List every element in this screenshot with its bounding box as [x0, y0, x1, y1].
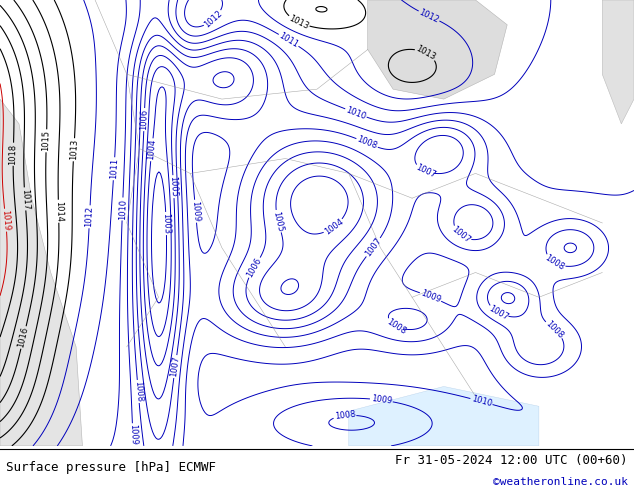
Text: 1008: 1008 — [385, 317, 408, 336]
Text: 1017: 1017 — [20, 188, 30, 210]
Text: 1010: 1010 — [470, 394, 493, 409]
Text: 1006: 1006 — [139, 109, 149, 130]
Text: 1011: 1011 — [278, 31, 300, 49]
Text: 1010: 1010 — [118, 198, 127, 220]
Text: ©weatheronline.co.uk: ©weatheronline.co.uk — [493, 477, 628, 487]
Text: Fr 31-05-2024 12:00 UTC (00+60): Fr 31-05-2024 12:00 UTC (00+60) — [395, 454, 628, 466]
Text: 1018: 1018 — [9, 144, 18, 165]
Text: 1006: 1006 — [245, 256, 263, 279]
Text: 1009: 1009 — [419, 289, 442, 305]
Text: 1008: 1008 — [356, 135, 378, 151]
Text: 1014: 1014 — [54, 200, 63, 222]
Text: 1003: 1003 — [161, 213, 171, 234]
Text: 1008: 1008 — [133, 381, 143, 402]
Text: 1007: 1007 — [169, 356, 181, 378]
Text: 1012: 1012 — [203, 9, 224, 29]
Text: 1013: 1013 — [287, 13, 310, 31]
Text: 1004: 1004 — [323, 217, 345, 237]
Text: 1007: 1007 — [450, 225, 472, 245]
Polygon shape — [0, 99, 82, 446]
Text: 1008: 1008 — [334, 410, 356, 421]
Text: 1007: 1007 — [415, 163, 437, 180]
Text: 1010: 1010 — [344, 105, 367, 121]
Polygon shape — [349, 387, 539, 446]
Text: 1012: 1012 — [84, 206, 94, 227]
Text: 1009: 1009 — [370, 394, 392, 406]
Text: 1005: 1005 — [169, 176, 179, 197]
Text: 1005: 1005 — [271, 210, 285, 233]
Text: 1015: 1015 — [42, 130, 51, 151]
Text: 1012: 1012 — [418, 7, 441, 24]
Polygon shape — [602, 0, 634, 124]
Polygon shape — [368, 0, 507, 99]
Text: 1013: 1013 — [69, 139, 79, 161]
Text: Surface pressure [hPa] ECMWF: Surface pressure [hPa] ECMWF — [6, 461, 216, 473]
Text: 1009: 1009 — [190, 200, 201, 222]
Text: 1007: 1007 — [363, 236, 384, 259]
Text: 1008: 1008 — [543, 253, 566, 272]
Text: 1009: 1009 — [128, 424, 138, 445]
Text: 1016: 1016 — [16, 326, 30, 349]
Text: 1004: 1004 — [146, 139, 157, 161]
Text: 1008: 1008 — [544, 319, 565, 340]
Text: 1019: 1019 — [0, 209, 11, 231]
Text: 1007: 1007 — [488, 304, 510, 322]
Text: 1013: 1013 — [415, 44, 437, 62]
Text: 1011: 1011 — [109, 158, 119, 179]
